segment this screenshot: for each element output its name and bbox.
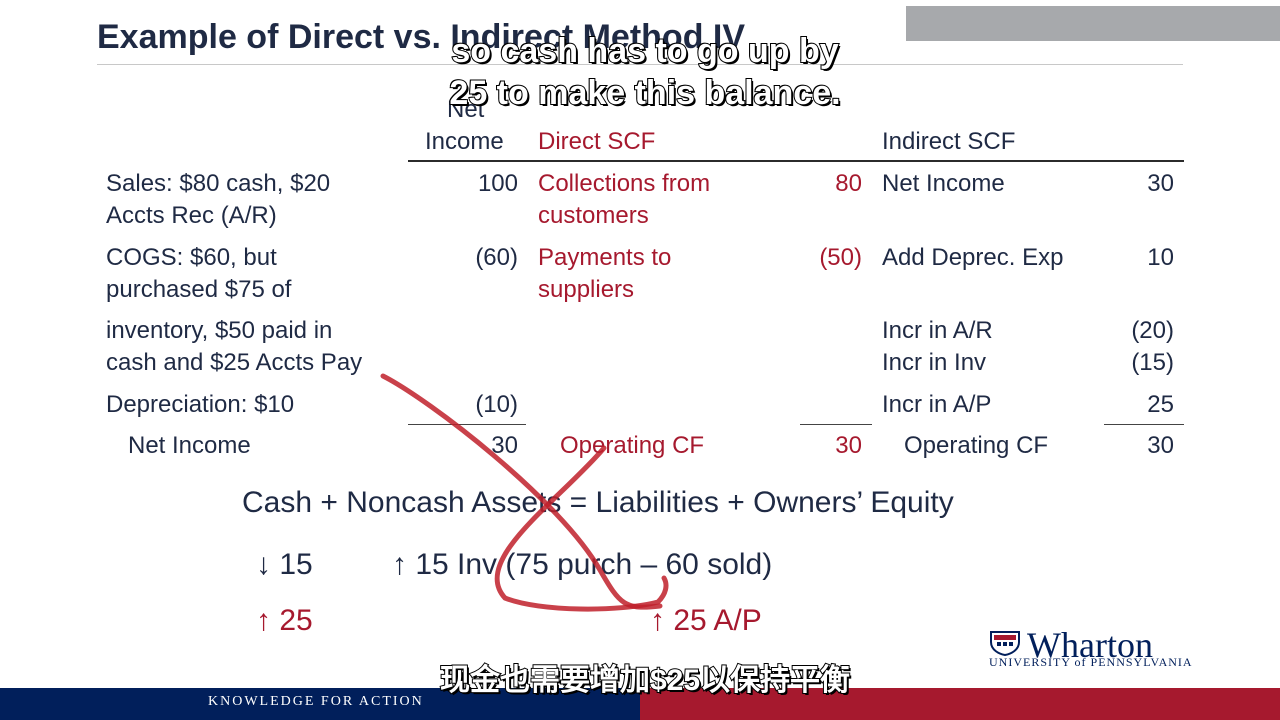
header-rule: [408, 160, 1184, 162]
cogs-desc-line1: COGS: $60, but: [106, 244, 277, 271]
incr-ar-value: (20): [1131, 317, 1174, 344]
total-net-income-value: 30: [491, 432, 518, 459]
header-direct-scf: Direct SCF: [538, 128, 656, 155]
indirect-net-income-label: Net Income: [882, 170, 1005, 197]
chinese-subtitle: 现金也需要增加$25以保持平衡: [439, 663, 851, 698]
slide-title: Example of Direct vs. Indirect Method IV: [97, 18, 746, 56]
indirect-subtotal-rule: [1104, 424, 1184, 425]
wharton-logo-text: Wharton: [1027, 625, 1153, 665]
footer-red-bar: [640, 688, 1280, 720]
incr-inv-label: Incr in Inv: [882, 349, 987, 376]
header-net-income-line1: Net: [447, 96, 485, 123]
cash-decrease: ↓ 15: [256, 548, 313, 581]
direct-operating-cf-value: 30: [835, 432, 862, 459]
payments-value: (50): [819, 244, 862, 271]
sales-net-income: 100: [477, 170, 518, 197]
incr-ap-label: Incr in A/P: [882, 391, 992, 418]
depreciation-net-income: (10): [475, 391, 518, 418]
wharton-logo-subtext: UNIVERSITY of PENNSYLVANIA: [989, 655, 1193, 669]
header-net-income-line2: Income: [425, 128, 504, 155]
net-income-subtotal-rule: [408, 424, 526, 425]
incr-ar-label: Incr in A/R: [882, 317, 993, 344]
penn-shield-icon: [990, 631, 1020, 656]
payments-label-line1: Payments to: [538, 244, 672, 271]
incr-inv-value: (15): [1131, 349, 1174, 376]
cogs-net-income: (60): [475, 244, 518, 271]
accounting-equation: Cash + Noncash Assets = Liabilities + Ow…: [242, 486, 954, 519]
indirect-operating-cf-value: 30: [1147, 432, 1174, 459]
footer-tagline: KNOWLEDGE FOR ACTION: [208, 694, 424, 709]
collections-value: 80: [835, 170, 862, 197]
sales-desc-line2: Accts Rec (A/R): [106, 202, 277, 229]
total-net-income-label: Net Income: [128, 432, 251, 459]
caption-line1: so cash has to go up by: [450, 31, 839, 71]
incr-ap-value: 25: [1147, 391, 1174, 418]
inventory-desc-line1: inventory, $50 paid in: [106, 317, 333, 344]
deprec-exp-value: 10: [1147, 244, 1174, 271]
indirect-operating-cf-label: Operating CF: [904, 432, 1049, 459]
deprec-exp-label: Add Deprec. Exp: [882, 244, 1064, 271]
collections-label-line1: Collections from: [538, 170, 711, 197]
title-divider: [97, 64, 1183, 65]
inventory-desc-line2: cash and $25 Accts Pay: [106, 349, 363, 376]
ap-increase: ↑ 25 A/P: [650, 604, 762, 637]
cash-increase: ↑ 25: [256, 604, 313, 637]
inventory-increase: ↑ 15 Inv (75 purch – 60 sold): [392, 548, 773, 581]
depreciation-desc: Depreciation: $10: [106, 391, 295, 418]
direct-operating-cf-label: Operating CF: [560, 432, 705, 459]
header-gray-block: [906, 6, 1280, 41]
header-indirect-scf: Indirect SCF: [882, 128, 1016, 155]
video-caption: so cash has to go up by 25 to make this …: [350, 30, 940, 114]
direct-subtotal-rule: [800, 424, 872, 425]
caption-line2: 25 to make this balance.: [448, 73, 841, 113]
footer-navy-bar: [0, 688, 640, 720]
collections-label-line2: customers: [538, 202, 649, 229]
indirect-net-income-value: 30: [1147, 170, 1174, 197]
cogs-desc-line2: purchased $75 of: [106, 276, 292, 303]
payments-label-line2: suppliers: [538, 276, 635, 303]
sales-desc-line1: Sales: $80 cash, $20: [106, 170, 331, 197]
